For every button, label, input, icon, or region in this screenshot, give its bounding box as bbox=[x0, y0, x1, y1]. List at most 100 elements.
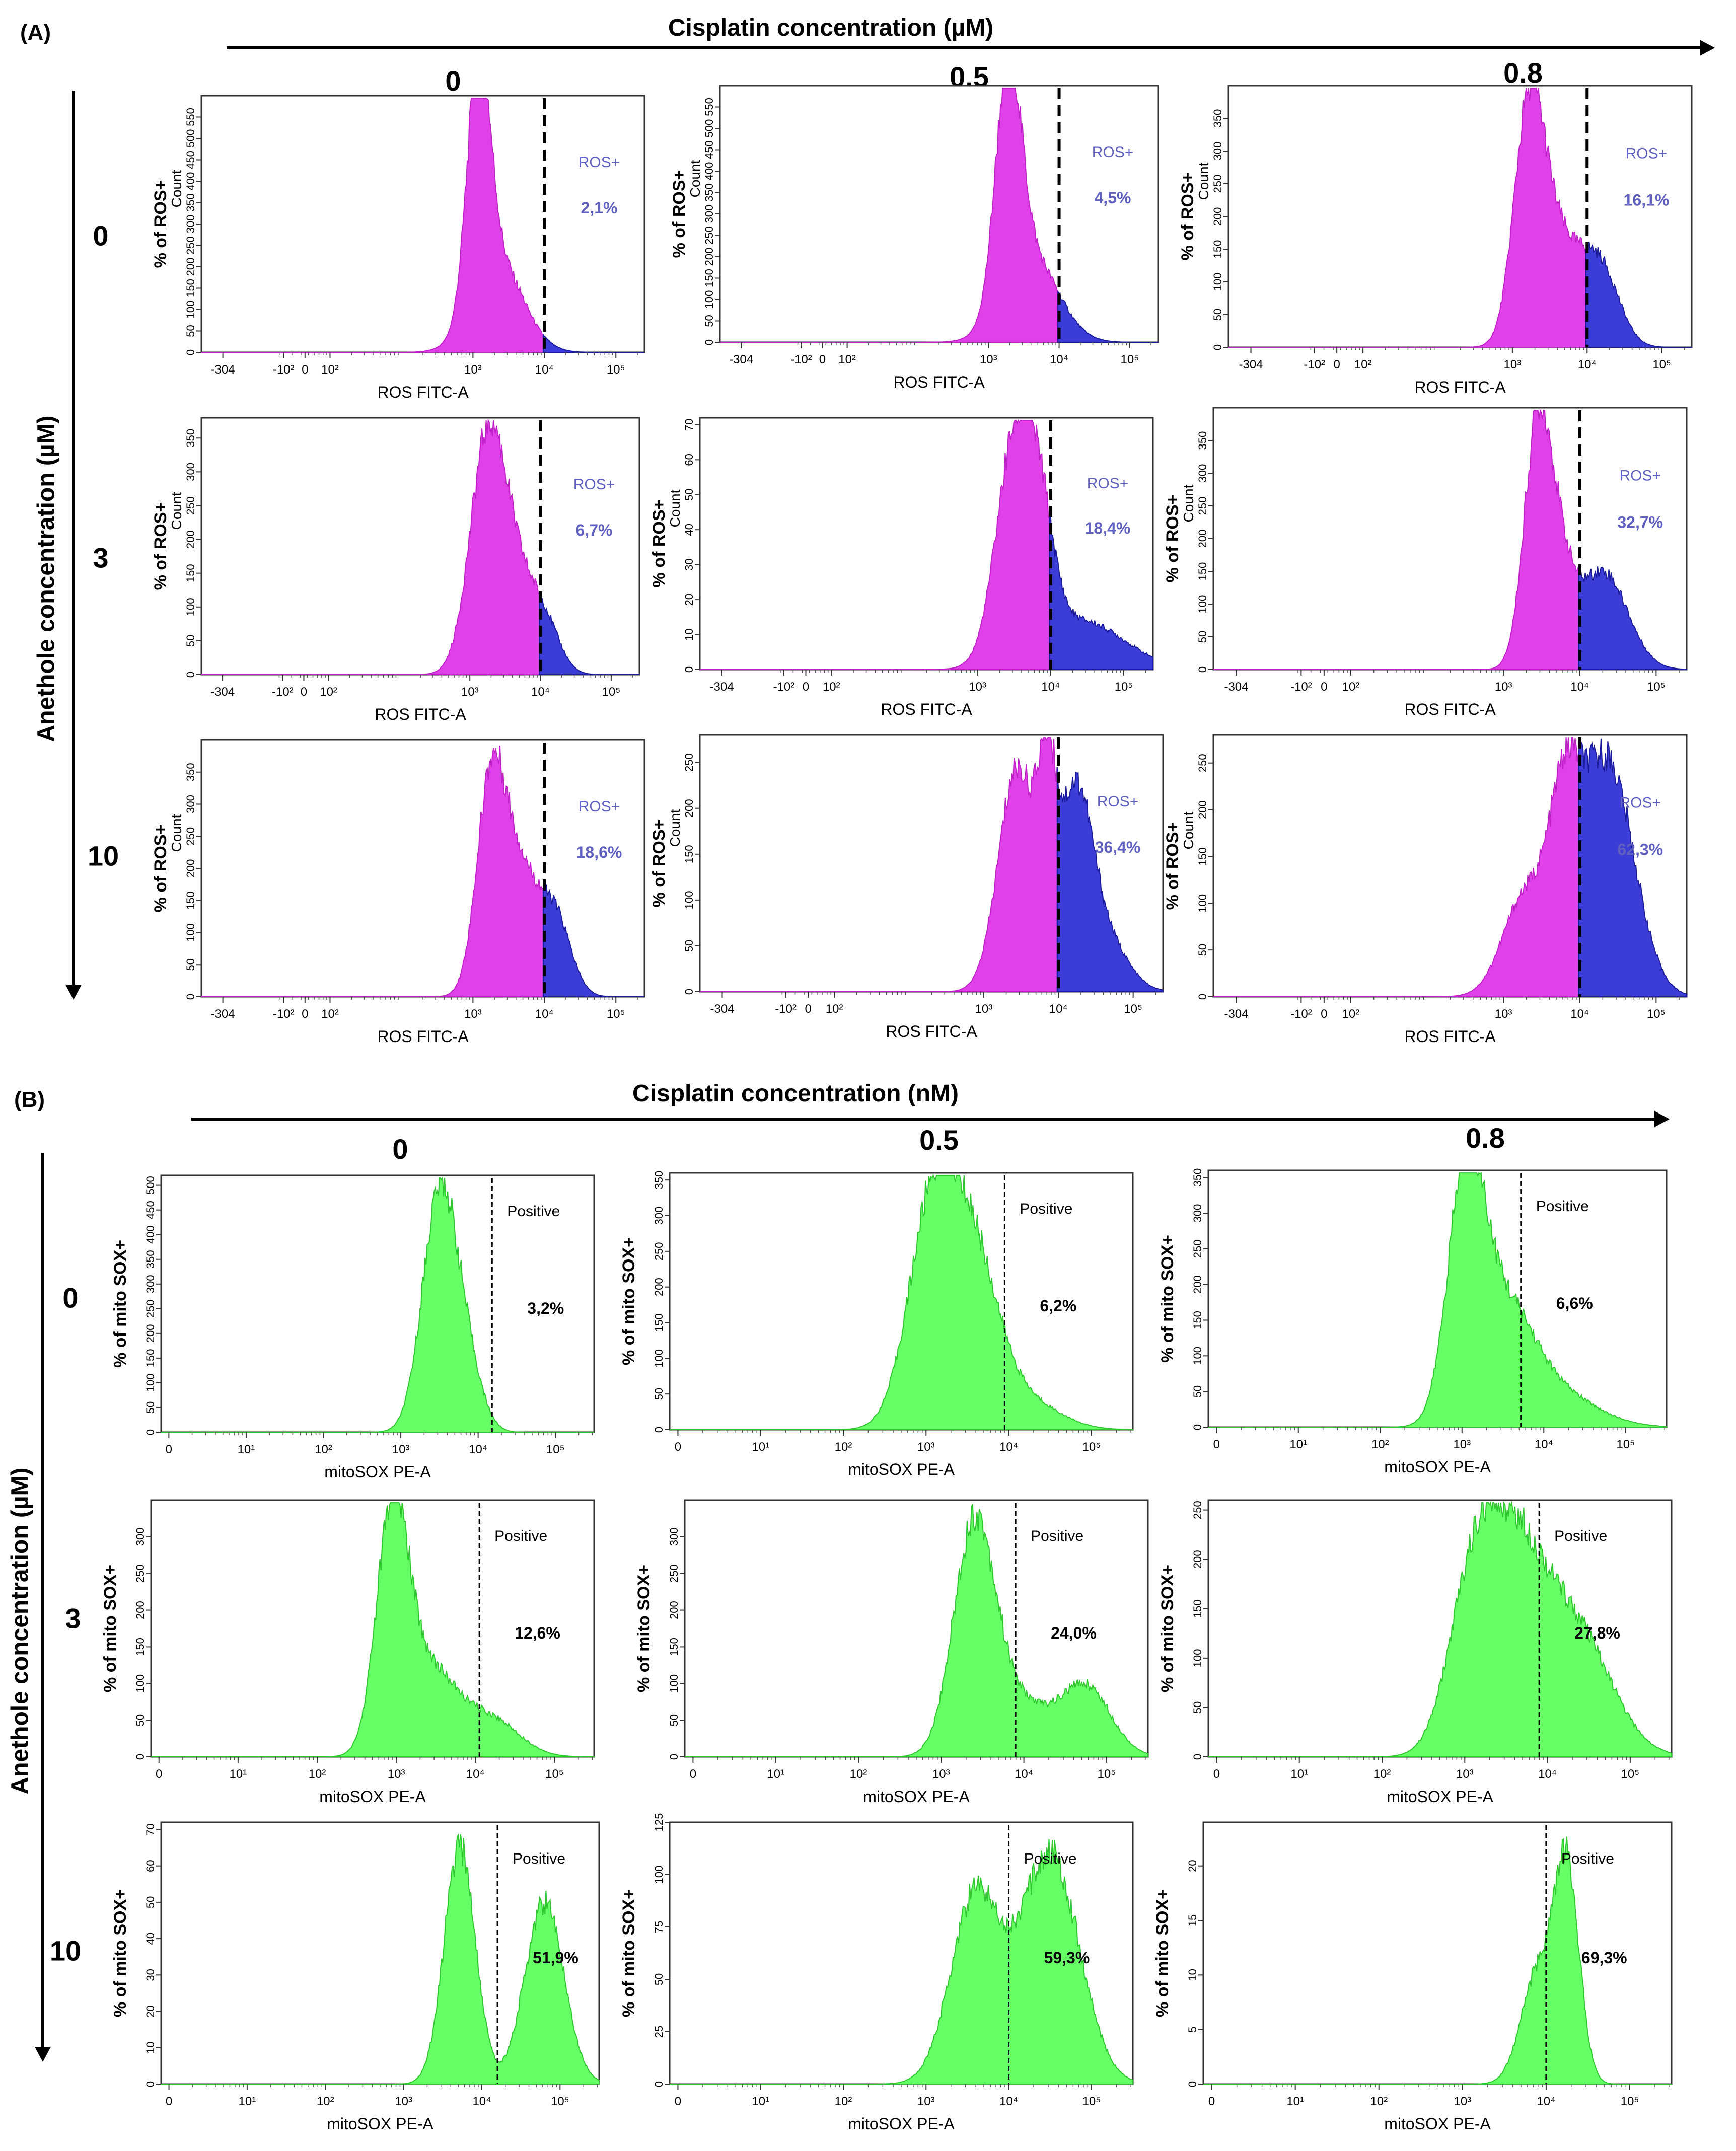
y-tick-label: 20 bbox=[683, 594, 695, 606]
histogram-a-10-0: 0 50 100 150 200 250 300 350 -304 -10² 0 10² 10³ 10⁴ 1… bbox=[151, 739, 645, 1046]
plot-frame bbox=[1202, 1821, 1673, 2085]
y-tick-label: 300 bbox=[1196, 464, 1209, 483]
histogram-a-0-0.8: 0 50 100 150 200 250 300 350 -304 -10² 0 10² 10³ 10⁴ 1… bbox=[1178, 85, 1693, 396]
x-tick-label: 10³ bbox=[1454, 2095, 1471, 2108]
y-tick-label: 25 bbox=[653, 2026, 665, 2038]
x-tick-label: 10⁵ bbox=[545, 1767, 564, 1781]
population-area bbox=[670, 1174, 1133, 1430]
panel-a-row-0: 0 bbox=[93, 219, 109, 252]
x-tick-label: 10⁴ bbox=[1570, 1007, 1589, 1021]
y-tick-label: 100 bbox=[683, 891, 695, 909]
x-tick-label: 10¹ bbox=[230, 1767, 247, 1781]
y-tick-label: 200 bbox=[184, 530, 197, 549]
y-tick-label: 50 bbox=[668, 1714, 680, 1726]
panel-b-col-0: 0 bbox=[392, 1133, 408, 1165]
y-tick-label: 200 bbox=[144, 1324, 157, 1343]
panel-b-col-1: 0.5 bbox=[919, 1124, 959, 1156]
x-tick-label: 10³ bbox=[392, 1443, 410, 1456]
histogram-a-0-0.5: 0 50 100 150 200 250 300 350 400 450 500 550 -304 -10… bbox=[670, 85, 1159, 391]
histogram-b-0-0.5: 0 50 100 150 200 250 300 350 0 10¹ 10² 10³ 10⁴ 10⁵ mit… bbox=[619, 1171, 1134, 1478]
x-tick-label: 10⁵ bbox=[1124, 1002, 1142, 1016]
y-tick-label: 100 bbox=[144, 1374, 157, 1392]
y-tick-label: 0 bbox=[144, 1429, 157, 1435]
x-tick-label: 0 bbox=[675, 2095, 681, 2108]
x-tick-label: 10⁵ bbox=[1647, 680, 1666, 694]
x-tick-label: 10⁵ bbox=[1621, 1767, 1640, 1781]
population-area bbox=[161, 1176, 594, 1433]
y-axis-label: % of mito SOX+ bbox=[1158, 1235, 1177, 1363]
y-tick-label: 350 bbox=[184, 193, 197, 212]
x-tick-label: -304 bbox=[1224, 1007, 1248, 1021]
negative-population-area bbox=[1228, 88, 1589, 348]
y-tick-label: 0 bbox=[1191, 1424, 1204, 1430]
gate-label: Positive bbox=[1561, 1850, 1614, 1867]
gate-label: ROS+ bbox=[1626, 145, 1668, 162]
plot-frame bbox=[200, 95, 645, 353]
percent-positive-label: 6,6% bbox=[1556, 1294, 1593, 1312]
positive-population-area bbox=[1056, 767, 1164, 992]
gate-label: Positive bbox=[1554, 1528, 1607, 1544]
x-tick-label: 0 bbox=[301, 685, 307, 699]
x-tick-label: 10⁴ bbox=[1578, 358, 1597, 372]
y-tick-label: 250 bbox=[653, 1242, 665, 1260]
y-tick-label: 200 bbox=[134, 1601, 147, 1619]
gate-label: Positive bbox=[1536, 1198, 1589, 1215]
panel-a-col-2: 0.8 bbox=[1503, 57, 1543, 89]
y-axis-sublabel: Count bbox=[667, 809, 683, 847]
x-axis-label: mitoSOX PE-A bbox=[324, 1463, 431, 1481]
x-tick-label: 10⁴ bbox=[469, 1443, 487, 1456]
percent-positive-label: 12,6% bbox=[515, 1624, 560, 1642]
x-axis-label: mitoSOX PE-A bbox=[863, 1788, 970, 1806]
y-tick-label: 250 bbox=[144, 1299, 157, 1318]
x-tick-label: 10¹ bbox=[1286, 2095, 1304, 2108]
y-tick-label: 550 bbox=[703, 98, 715, 116]
y-tick-label: 50 bbox=[1211, 309, 1224, 321]
y-tick-label: 100 bbox=[668, 1674, 680, 1693]
y-tick-label: 250 bbox=[683, 753, 695, 772]
y-tick-label: 0 bbox=[683, 666, 695, 673]
y-tick-label: 350 bbox=[1211, 109, 1224, 128]
x-tick-label: 10⁵ bbox=[1621, 2095, 1639, 2108]
y-tick-label: 150 bbox=[184, 564, 197, 582]
x-tick-label: 10⁵ bbox=[1647, 1007, 1666, 1021]
x-tick-label: 0 bbox=[1208, 2095, 1215, 2108]
x-tick-label: -10² bbox=[1290, 680, 1312, 694]
y-tick-label: 300 bbox=[668, 1527, 680, 1546]
histogram-b-0-0.8: 0 50 100 150 200 250 300 350 0 10¹ 10² 10³ 10⁴ 10⁵ mit… bbox=[1158, 1168, 1668, 1476]
negative-population-area bbox=[1213, 737, 1581, 997]
panel-a-col-0: 0 bbox=[445, 65, 461, 97]
plot-frame bbox=[160, 1174, 595, 1433]
x-tick-label: 10³ bbox=[464, 363, 482, 377]
x-tick-label: -304 bbox=[710, 1002, 734, 1016]
y-tick-label: 300 bbox=[184, 795, 197, 813]
x-tick-label: 10⁵ bbox=[1098, 1767, 1116, 1781]
y-tick-label: 10 bbox=[1186, 1969, 1199, 1981]
histogram-b-10-0: 0 10 20 30 40 50 60 70 0 10¹ 10² 10³ 10⁴ 10⁵ mitoSOX P… bbox=[111, 1821, 600, 2133]
x-tick-label: 10² bbox=[835, 2095, 852, 2108]
x-axis-label: mitoSOX PE-A bbox=[1384, 2115, 1491, 2133]
plot-frame bbox=[719, 85, 1159, 343]
panel-b-y-title: Anethole concentration (µM) bbox=[7, 1467, 34, 1795]
y-tick-label: 40 bbox=[683, 524, 695, 536]
population-area bbox=[151, 1502, 595, 1757]
panel-b-row-1: 3 bbox=[65, 1602, 81, 1635]
x-tick-label: 0 bbox=[805, 1002, 811, 1016]
x-tick-label: 10² bbox=[317, 2095, 334, 2108]
gate-label: Positive bbox=[507, 1203, 560, 1220]
y-tick-label: 0 bbox=[1191, 1754, 1204, 1760]
x-axis-label: ROS FITC-A bbox=[893, 373, 985, 391]
x-tick-label: 10⁴ bbox=[472, 2095, 491, 2108]
x-tick-label: 10³ bbox=[980, 353, 997, 366]
x-tick-label: 10⁵ bbox=[1616, 1438, 1635, 1451]
x-tick-label: 10¹ bbox=[239, 2095, 256, 2108]
panel-b-x-arrow bbox=[191, 1111, 1670, 1127]
y-axis-label: % of mito SOX+ bbox=[1153, 1889, 1172, 2017]
x-axis-label: ROS FITC-A bbox=[375, 705, 466, 723]
y-tick-label: 150 bbox=[703, 269, 715, 287]
x-tick-label: 10⁴ bbox=[535, 363, 554, 377]
positive-population-area bbox=[1049, 512, 1153, 670]
x-tick-label: 0 bbox=[675, 1440, 681, 1454]
x-tick-label: 10² bbox=[315, 1443, 332, 1456]
histogram-a-3-0.8: 0 50 100 150 200 250 300 350 -304 -10² 0 10² 10³ 10⁴ 1… bbox=[1163, 407, 1688, 718]
x-tick-label: 10³ bbox=[388, 1767, 405, 1781]
